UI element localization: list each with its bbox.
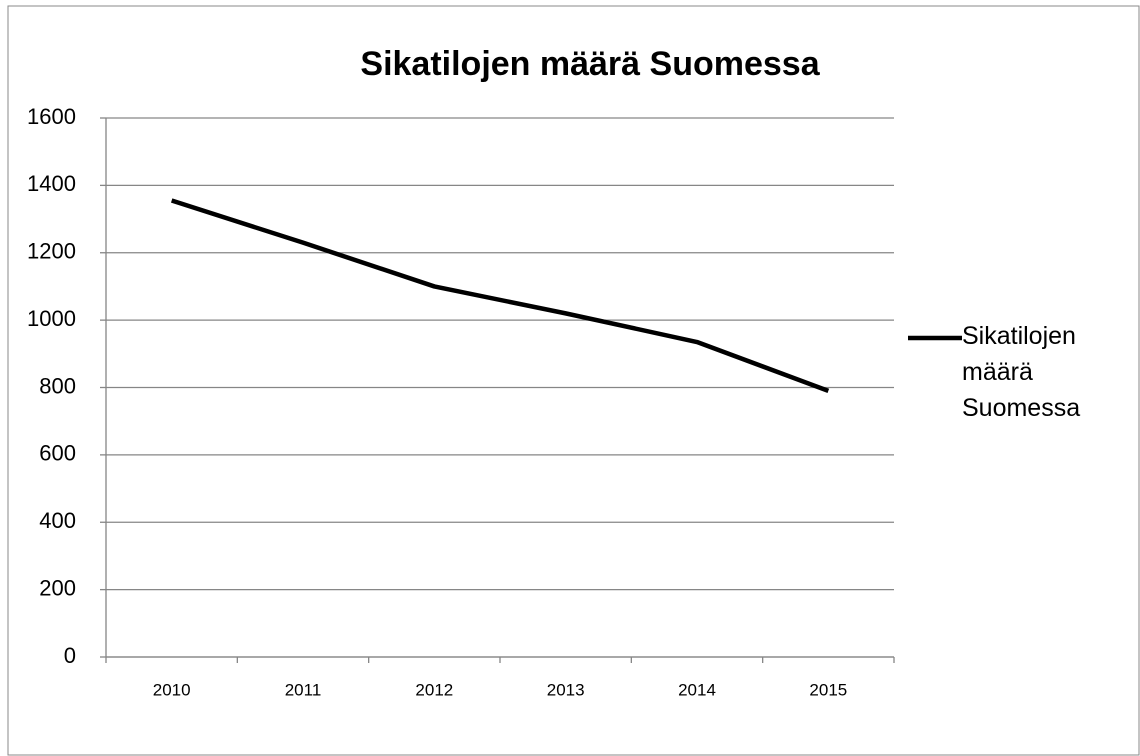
y-tick-label: 1200	[27, 239, 76, 264]
y-tick-label: 400	[39, 508, 76, 533]
chart-frame	[7, 5, 1140, 756]
y-tick-label: 200	[39, 575, 76, 600]
x-tick-label: 2014	[678, 680, 716, 699]
x-tick-label: 2010	[153, 680, 191, 699]
y-tick-label: 0	[64, 643, 76, 668]
y-tick-label: 600	[39, 441, 76, 466]
x-tick-label: 2013	[547, 680, 585, 699]
y-tick-label: 800	[39, 373, 76, 398]
legend-label: Sikatilojen määrä Suomessa	[962, 322, 1081, 422]
chart-title: Sikatilojen määrä Suomessa	[360, 45, 820, 83]
x-tick-label: 2011	[285, 680, 322, 699]
y-tick-label: 1000	[27, 306, 76, 331]
series-line	[170, 198, 830, 393]
y-tick-label: 1400	[27, 171, 76, 196]
x-tick-label: 2015	[809, 680, 847, 699]
y-tick-label: 1600	[27, 104, 76, 129]
x-tick-label: 2012	[415, 680, 453, 699]
